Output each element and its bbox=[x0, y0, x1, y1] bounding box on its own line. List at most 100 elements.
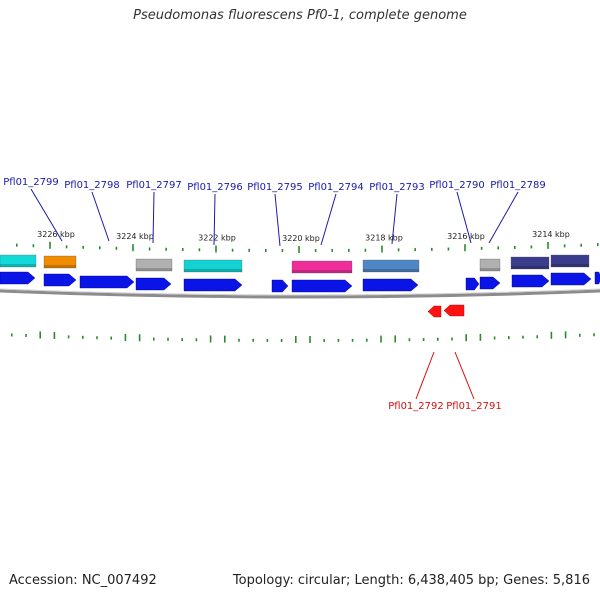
gene-arrow-reverse[interactable] bbox=[427, 305, 442, 318]
minor-tick bbox=[397, 248, 400, 252]
cog-bar-shade bbox=[480, 268, 500, 271]
gene-arrow-forward[interactable] bbox=[79, 275, 135, 289]
tick-label: 3214 kbp bbox=[532, 230, 570, 239]
cog-bar bbox=[291, 260, 353, 274]
gene-label-forward[interactable]: Pfl01_2798 bbox=[64, 180, 120, 191]
gene-arrow-forward[interactable] bbox=[183, 278, 243, 292]
minor-tick bbox=[32, 244, 35, 248]
tick-label: 3220 kbp bbox=[282, 234, 320, 243]
inner-minor-tick bbox=[195, 338, 198, 342]
inner-minor-tick bbox=[252, 338, 254, 342]
gene-label-reverse[interactable]: Pfl01_2791 bbox=[446, 401, 502, 412]
minor-tick bbox=[431, 247, 433, 251]
map-title: Pseudomonas fluorescens Pf0-1, complete … bbox=[133, 8, 467, 23]
inner-major-tick bbox=[224, 335, 226, 343]
inner-major-tick bbox=[479, 333, 482, 341]
gene-arrow-forward[interactable] bbox=[43, 273, 77, 287]
gene-label-forward[interactable]: Pfl01_2799 bbox=[3, 177, 59, 188]
cog-bar-shade bbox=[0, 264, 36, 267]
minor-tick bbox=[530, 245, 533, 249]
tick-label: 3226 kbp bbox=[37, 230, 75, 239]
minor-tick bbox=[115, 246, 118, 250]
gene-label-reverse[interactable]: Pfl01_2792 bbox=[388, 401, 444, 412]
minor-tick bbox=[497, 246, 499, 250]
cog-bar-shade bbox=[363, 269, 419, 272]
inner-minor-tick bbox=[25, 333, 27, 337]
inner-minor-tick bbox=[366, 338, 368, 342]
inner-major-tick bbox=[53, 331, 56, 339]
gene-label-forward[interactable]: Pfl01_2790 bbox=[429, 180, 485, 191]
gene-label-leader bbox=[456, 191, 472, 244]
inner-major-tick bbox=[550, 331, 553, 339]
inner-minor-tick bbox=[451, 337, 453, 341]
cog-bar-shade bbox=[136, 268, 172, 271]
cog-bar bbox=[43, 255, 77, 269]
gene-label-forward[interactable]: Pfl01_2797 bbox=[126, 180, 182, 191]
minor-tick bbox=[99, 246, 101, 250]
cog-bar bbox=[479, 258, 501, 272]
gene-arrow-forward[interactable] bbox=[550, 272, 592, 286]
inner-minor-tick bbox=[280, 338, 283, 342]
inner-major-tick bbox=[124, 333, 127, 341]
genome-backbone-highlight bbox=[0, 288, 600, 296]
topology-text: Topology: circular; Length: 6,438,405 bp… bbox=[232, 573, 590, 588]
gene-label-forward[interactable]: Pfl01_2794 bbox=[308, 182, 364, 193]
gene-label-forward[interactable]: Pfl01_2795 bbox=[247, 182, 303, 193]
minor-tick bbox=[182, 248, 184, 252]
gene-label-leader bbox=[274, 193, 281, 247]
inner-major-tick bbox=[564, 331, 567, 339]
inner-minor-tick bbox=[337, 338, 340, 342]
gene-label-forward[interactable]: Pfl01_2793 bbox=[369, 182, 425, 193]
inner-major-tick bbox=[309, 335, 311, 343]
cog-bar-shade bbox=[511, 266, 549, 269]
gene-arrow-forward[interactable] bbox=[465, 277, 480, 291]
major-tick bbox=[381, 245, 383, 253]
inner-minor-tick bbox=[437, 337, 439, 341]
gene-arrow-forward[interactable] bbox=[135, 277, 172, 291]
cog-bar-shade bbox=[551, 264, 589, 267]
inner-major-tick bbox=[209, 335, 212, 343]
inner-minor-tick bbox=[11, 333, 13, 337]
inner-minor-tick bbox=[351, 338, 354, 342]
inner-minor-tick bbox=[323, 338, 325, 342]
inner-minor-tick bbox=[536, 335, 538, 339]
gene-arrow-forward[interactable] bbox=[594, 271, 600, 285]
gene-label-forward[interactable]: Pfl01_2796 bbox=[187, 182, 243, 193]
gene-arrow-forward[interactable] bbox=[479, 276, 501, 290]
tick-label: 3216 kbp bbox=[447, 232, 485, 241]
inner-minor-tick bbox=[167, 337, 169, 341]
minor-tick bbox=[231, 248, 234, 252]
gene-label-leader bbox=[213, 193, 216, 246]
gene-label-leader bbox=[454, 351, 475, 400]
inner-minor-tick bbox=[110, 336, 112, 340]
gene-arrow-forward[interactable] bbox=[362, 278, 419, 292]
minor-tick bbox=[148, 247, 151, 251]
minor-tick bbox=[314, 248, 317, 252]
major-tick bbox=[464, 244, 466, 252]
cog-bar-shade bbox=[184, 269, 242, 272]
accession-text: Accession: NC_007492 bbox=[9, 573, 157, 588]
gene-label-leader bbox=[391, 193, 398, 245]
minor-tick bbox=[563, 244, 566, 248]
gene-label-leader bbox=[30, 188, 63, 242]
minor-tick bbox=[514, 245, 516, 249]
inner-minor-tick bbox=[181, 338, 183, 342]
minor-tick bbox=[364, 248, 367, 252]
inner-minor-tick bbox=[266, 338, 269, 342]
cog-bar bbox=[550, 254, 590, 268]
gene-label-forward[interactable]: Pfl01_2789 bbox=[490, 180, 546, 191]
cog-bar bbox=[510, 256, 550, 270]
minor-tick bbox=[331, 248, 333, 252]
gene-label-leader bbox=[488, 191, 519, 244]
gene-arrow-forward[interactable] bbox=[511, 274, 550, 288]
gene-arrow-forward[interactable] bbox=[0, 271, 36, 285]
cog-bar bbox=[135, 258, 173, 272]
inner-minor-tick bbox=[238, 338, 240, 342]
gene-arrow-reverse[interactable] bbox=[443, 304, 465, 317]
inner-minor-tick bbox=[67, 335, 70, 339]
minor-tick bbox=[580, 243, 582, 247]
gene-arrow-forward[interactable] bbox=[291, 279, 353, 293]
minor-tick bbox=[82, 245, 84, 249]
gene-label-leader bbox=[415, 351, 435, 400]
gene-arrow-forward[interactable] bbox=[271, 279, 289, 293]
